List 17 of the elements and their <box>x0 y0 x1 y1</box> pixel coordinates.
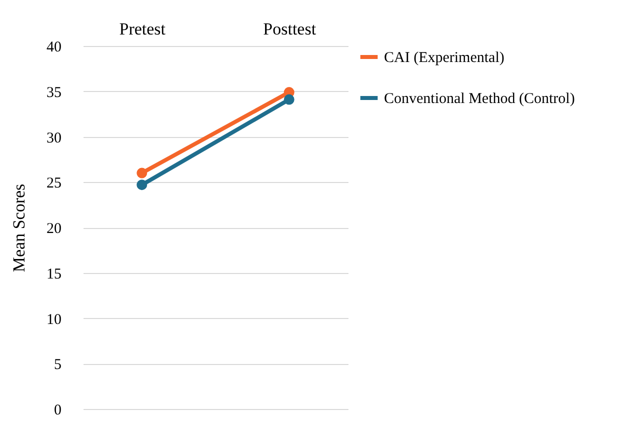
legend-label: Conventional Method (Control) <box>384 91 575 107</box>
y-tick-label: 0 <box>54 402 62 418</box>
y-tick-label: 10 <box>46 312 62 328</box>
x-tick-label: Posttest <box>263 20 316 38</box>
point <box>136 168 148 178</box>
x-tick-label: Pretest <box>119 20 166 38</box>
y-tick-label: 40 <box>46 40 62 56</box>
y-tick-label: 30 <box>46 130 62 146</box>
y-tick-label: 25 <box>46 176 62 192</box>
point <box>136 180 148 190</box>
y-axis-title: Mean Scores <box>10 184 28 272</box>
point <box>284 94 294 105</box>
y-tick-label: 5 <box>54 357 62 374</box>
y-tick-label: 15 <box>46 266 62 282</box>
y-tick-label: 35 <box>46 84 62 101</box>
y-tick-label: 20 <box>46 221 62 237</box>
legend-label: CAI (Experimental) <box>384 50 504 66</box>
